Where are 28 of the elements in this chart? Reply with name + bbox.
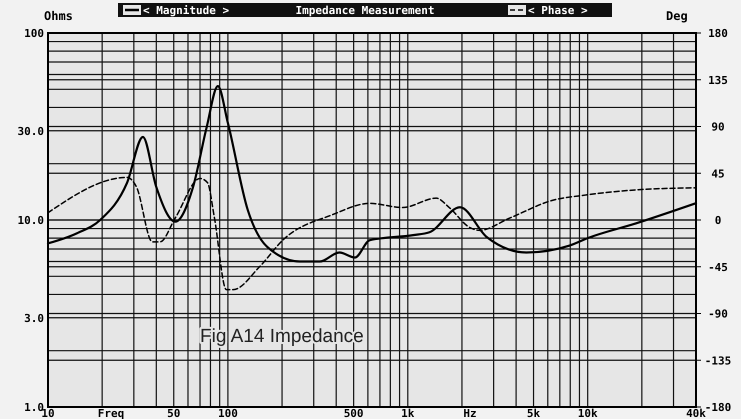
y2-tick-label: -90 <box>708 308 728 320</box>
x-tick-label: 40k <box>686 407 706 419</box>
x-tick-label: 5k <box>526 407 541 419</box>
legend-label: < Magnitude > <box>143 4 230 17</box>
y2-tick-label: -180 <box>704 401 732 414</box>
y2-tick-label: 180 <box>708 27 728 40</box>
x-tick-label: 50 <box>167 407 180 419</box>
x-tick-label: 1k <box>401 407 415 419</box>
y2-tick-label: 90 <box>711 120 725 134</box>
y-tick-label: 30.0 <box>18 124 44 138</box>
y2-tick-label: 135 <box>708 74 728 87</box>
y2-tick-label: 0 <box>714 214 722 227</box>
x-tick-label: 100 <box>218 407 238 419</box>
x-tick-label: 500 <box>344 407 364 419</box>
y-tick-label: 100 <box>24 27 44 40</box>
x-axis-title: Freq <box>98 407 124 419</box>
y-tick-label: 1.0 <box>24 401 44 414</box>
legend-label: < Phase > <box>528 4 588 17</box>
y-tick-label: 3.0 <box>24 312 44 325</box>
x-tick-label: 10k <box>578 407 598 419</box>
y-tick-label: 10.0 <box>18 214 44 227</box>
y2-tick-label: -135 <box>704 354 732 368</box>
annotation: Hz <box>463 407 477 419</box>
chart-title: Impedance Measurement <box>295 4 435 17</box>
y-axis-title: Ohms <box>44 9 73 23</box>
y2-tick-label: -45 <box>708 260 728 274</box>
y2-tick-label: 45 <box>711 167 725 180</box>
y2-axis-title: Deg <box>666 9 688 23</box>
